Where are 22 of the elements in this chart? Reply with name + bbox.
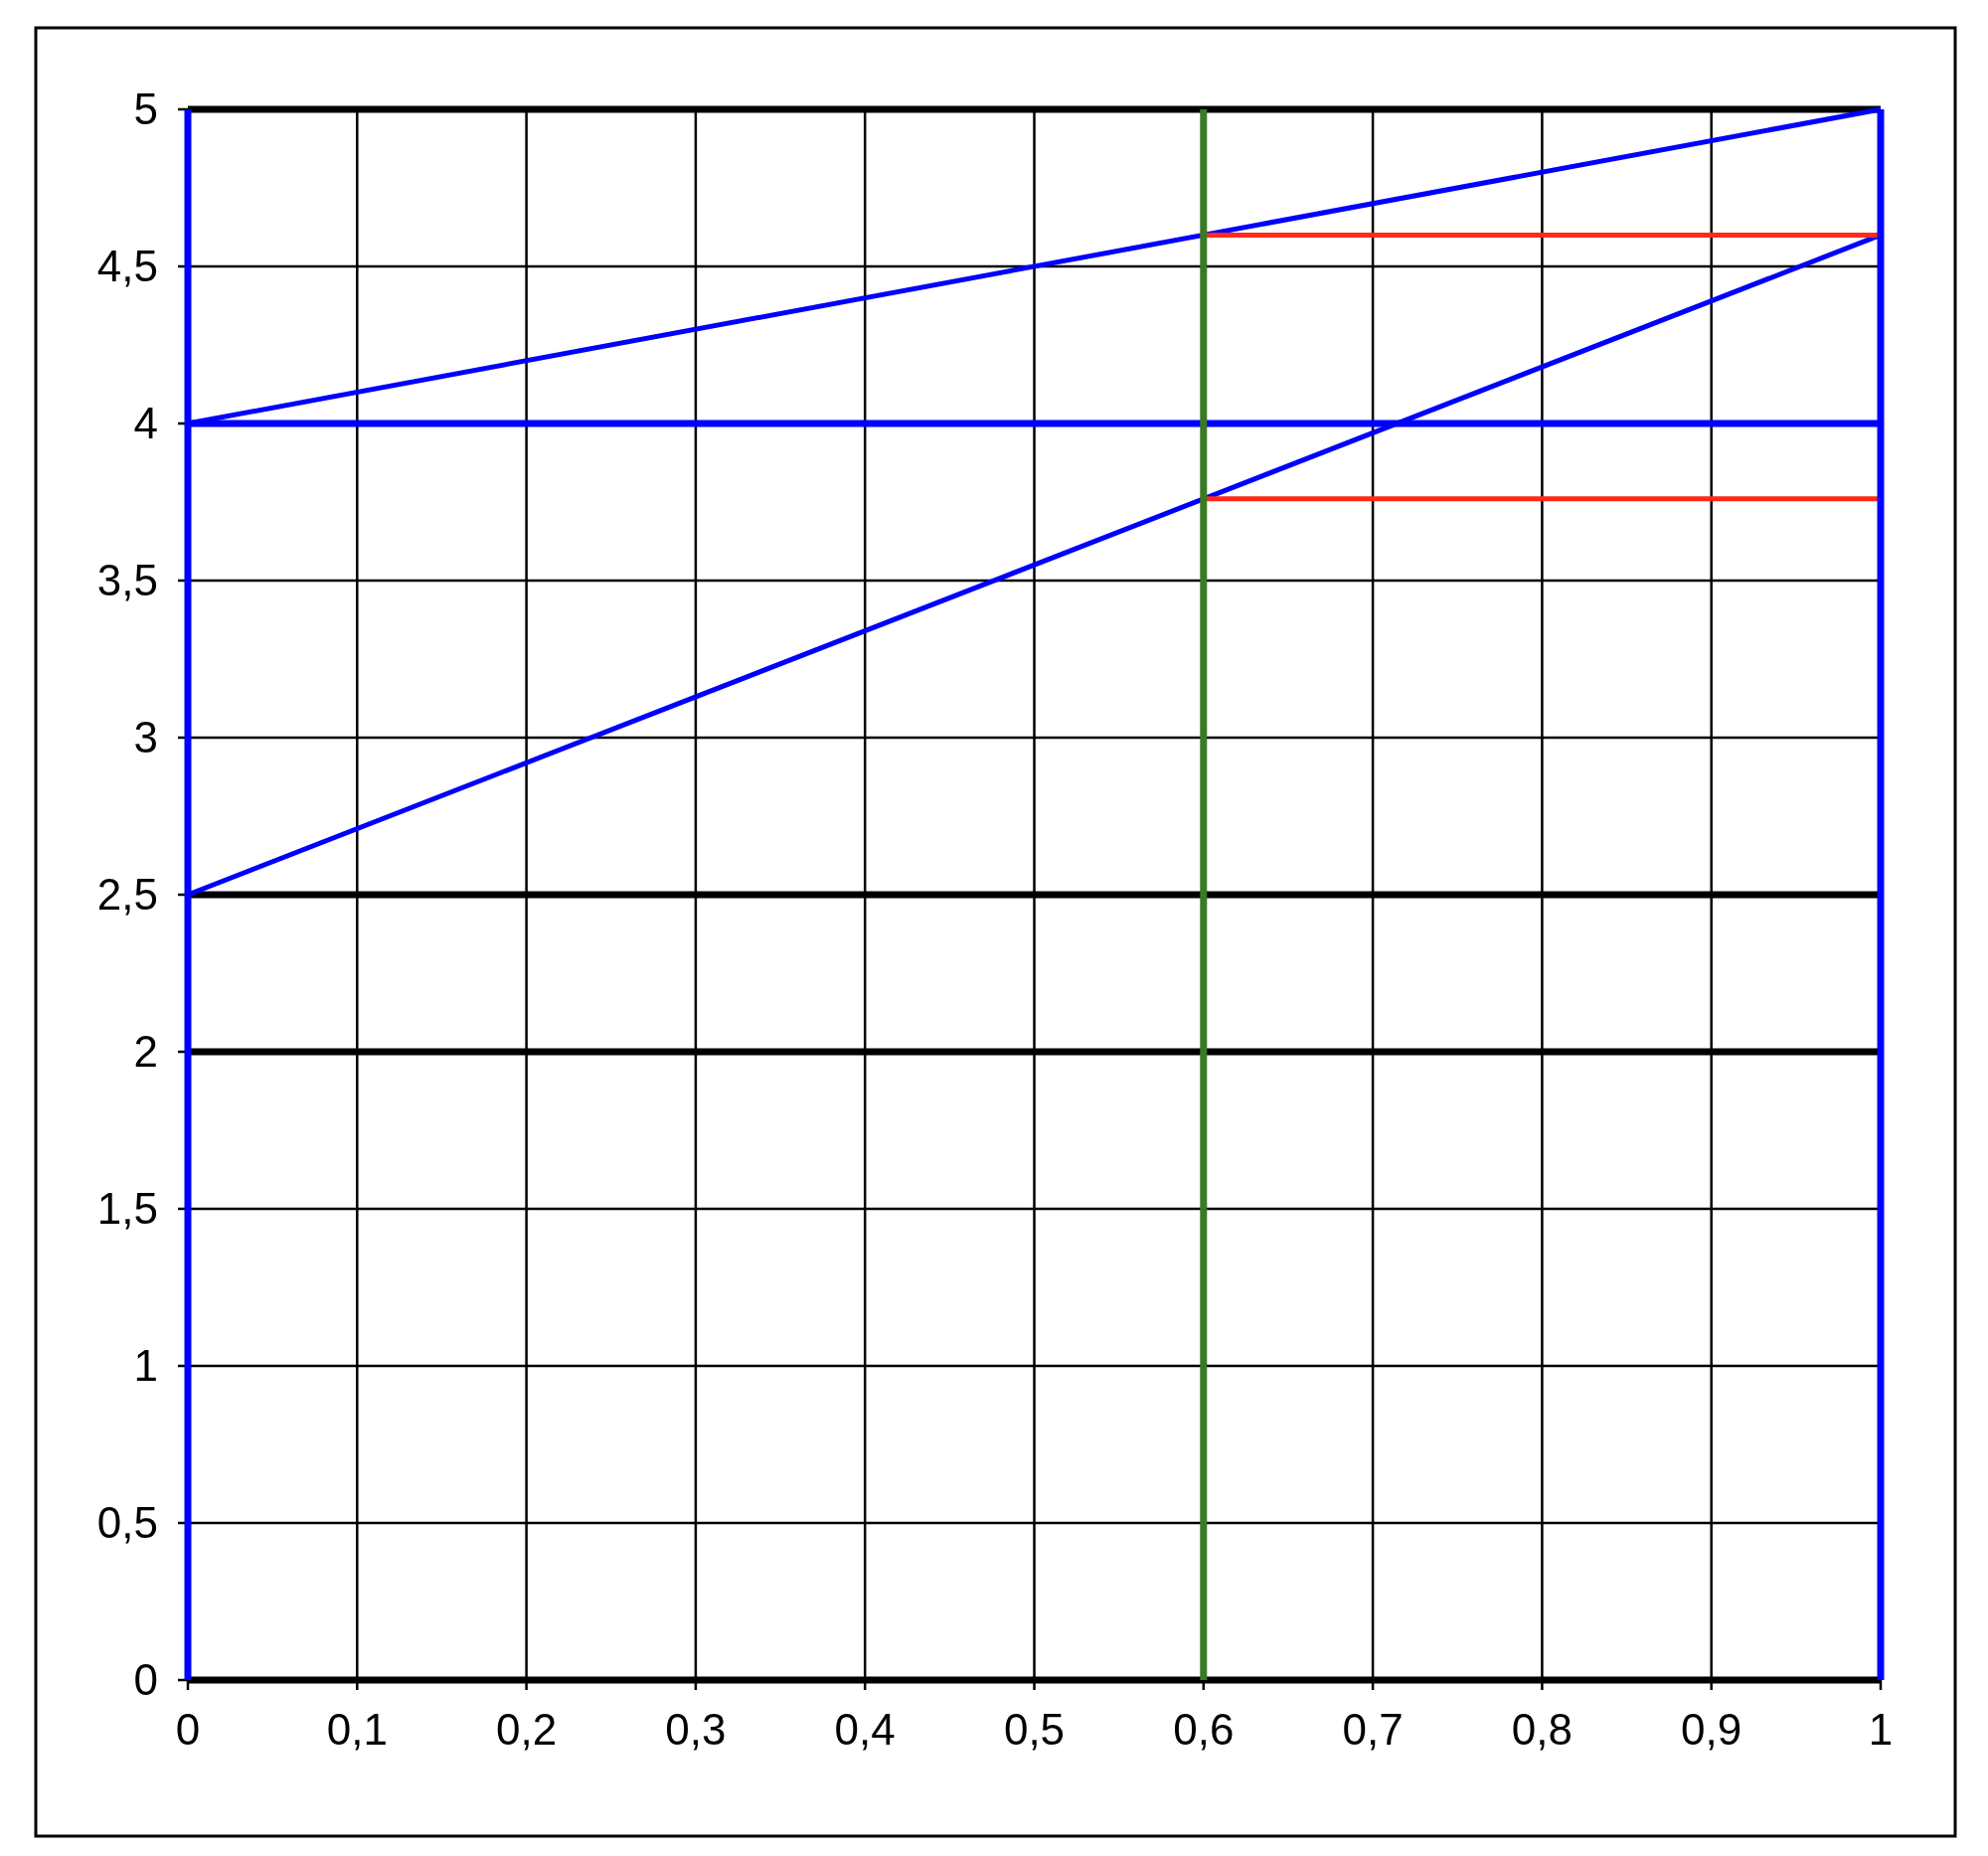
x-tick-label: 0,4 xyxy=(834,1705,896,1754)
y-tick-label: 1 xyxy=(133,1341,158,1391)
y-tick-label: 5 xyxy=(133,84,158,134)
x-tick-label: 0,8 xyxy=(1511,1705,1573,1754)
x-tick-label: 0,9 xyxy=(1681,1705,1742,1754)
x-tick-label: 0,6 xyxy=(1173,1705,1235,1754)
y-tick-label: 4 xyxy=(133,399,158,448)
y-tick-label: 3,5 xyxy=(96,556,158,605)
x-tick-label: 0,1 xyxy=(326,1705,388,1754)
x-tick-label: 0,5 xyxy=(1003,1705,1066,1754)
x-tick-label: 0 xyxy=(175,1705,201,1754)
y-tick-label: 0 xyxy=(133,1655,158,1705)
y-tick-label: 2,5 xyxy=(96,870,158,920)
y-tick-label: 0,5 xyxy=(96,1498,158,1548)
x-tick-label: 0,2 xyxy=(496,1705,558,1754)
y-tick-label: 3 xyxy=(133,713,158,762)
y-tick-label: 1,5 xyxy=(96,1184,158,1234)
y-tick-label: 2 xyxy=(133,1027,158,1077)
x-tick-label: 1 xyxy=(1868,1705,1894,1754)
x-tick-label: 0,3 xyxy=(665,1705,727,1754)
y-tick-label: 4,5 xyxy=(96,242,158,291)
x-tick-label: 0,7 xyxy=(1342,1705,1404,1754)
